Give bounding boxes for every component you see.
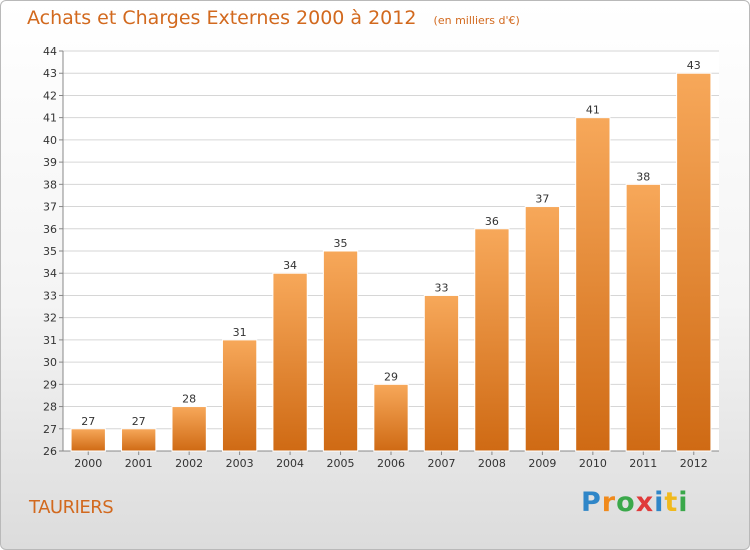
chart-title: Achats et Charges Externes 2000 à 2012 — [27, 7, 417, 29]
bar — [272, 272, 308, 452]
bar-value-label: 43 — [687, 59, 701, 72]
x-tick-label: 2003 — [226, 457, 254, 470]
y-tick-label: 39 — [43, 156, 57, 169]
chart-subtitle: (en milliers d'€) — [433, 14, 520, 27]
bar — [625, 183, 661, 452]
bar-value-label: 36 — [485, 215, 499, 228]
y-tick-label: 26 — [43, 445, 57, 458]
bar — [373, 383, 409, 452]
y-tick-label: 36 — [43, 223, 57, 236]
x-tick-label: 2000 — [74, 457, 102, 470]
commune-name: TAURIERS — [29, 497, 114, 518]
y-tick-label: 35 — [43, 245, 57, 258]
bar — [524, 206, 561, 452]
y-tick-label: 42 — [43, 89, 57, 102]
bar — [221, 339, 258, 452]
logo-letter: x — [635, 487, 655, 518]
bar — [575, 117, 611, 452]
bar-value-label: 38 — [636, 170, 650, 183]
bar — [171, 406, 207, 452]
bar-value-label: 37 — [535, 193, 549, 206]
y-tick-label: 38 — [43, 178, 57, 191]
y-tick-label: 37 — [43, 201, 57, 214]
y-tick-label: 27 — [43, 423, 57, 436]
bar — [121, 428, 157, 452]
y-tick-label: 29 — [43, 378, 57, 391]
bar-value-label: 27 — [132, 415, 146, 428]
bar — [70, 428, 106, 452]
bar — [474, 228, 510, 452]
x-tick-label: 2010 — [579, 457, 607, 470]
bar-value-label: 29 — [384, 370, 398, 383]
bar-value-label: 41 — [586, 104, 600, 117]
bars — [70, 72, 712, 452]
x-tick-label: 2008 — [478, 457, 506, 470]
y-tick-label: 41 — [43, 112, 57, 125]
logo-letter: i — [678, 487, 689, 518]
y-tick-label: 34 — [43, 267, 57, 280]
y-tick-label: 33 — [43, 289, 57, 302]
x-tick-label: 2011 — [629, 457, 657, 470]
x-tick-label: 2009 — [528, 457, 556, 470]
logo-letter: i — [654, 487, 665, 518]
bar-value-label: 35 — [334, 237, 348, 250]
y-tick-label: 30 — [43, 356, 57, 369]
y-tick-label: 28 — [43, 401, 57, 414]
title-row: Achats et Charges Externes 2000 à 2012 (… — [27, 7, 520, 29]
bar-value-label: 34 — [283, 259, 297, 272]
x-tick-label: 2004 — [276, 457, 304, 470]
x-tick-label: 2007 — [427, 457, 455, 470]
y-tick-label: 43 — [43, 67, 57, 80]
bar-value-label: 27 — [81, 415, 95, 428]
logo-letter: t — [664, 487, 679, 518]
x-tick-label: 2012 — [680, 457, 708, 470]
bar-value-label: 28 — [182, 393, 196, 406]
bar — [676, 72, 712, 452]
x-tick-label: 2002 — [175, 457, 203, 470]
proxiti-logo[interactable]: Proxiti — [581, 487, 689, 518]
data-labels: 27 27 28 31 34 35 29 33 36 37 41 38 43 — [81, 59, 701, 428]
y-tick-label: 44 — [43, 45, 57, 58]
bar — [423, 294, 460, 452]
x-tick-label: 2001 — [125, 457, 153, 470]
x-tick-label: 2006 — [377, 457, 405, 470]
logo-letter: o — [616, 487, 636, 518]
y-tick-label: 31 — [43, 334, 57, 347]
bar-value-label: 33 — [434, 281, 448, 294]
y-tick-label: 40 — [43, 134, 57, 147]
logo-letter: r — [601, 487, 617, 518]
bar — [322, 250, 359, 452]
bar-value-label: 31 — [233, 326, 247, 339]
logo-letter: P — [581, 487, 602, 518]
x-tick-label: 2005 — [327, 457, 355, 470]
y-tick-label: 32 — [43, 312, 57, 325]
